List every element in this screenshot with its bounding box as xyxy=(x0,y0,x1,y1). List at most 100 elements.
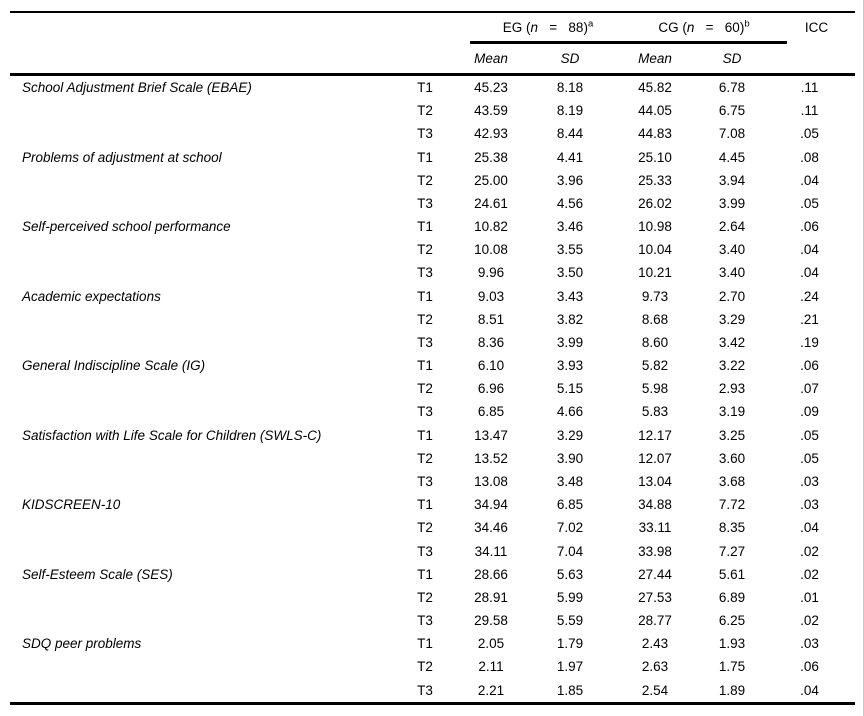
eg-sd-value: 8.18 xyxy=(556,80,584,96)
eg-label-prefix: EG ( xyxy=(502,19,531,35)
icc-value: .03 xyxy=(800,497,819,513)
table-header-stats: Mean SD Mean SD xyxy=(10,44,855,73)
table-row: General Indiscipline Scale (IG) T1 6.10 3.9… xyxy=(10,354,855,377)
cg-sd-value: 3.94 xyxy=(718,172,746,188)
table-row: T2 43.59 8.19 44.05 6.75 .11 xyxy=(10,99,855,122)
cg-count: 60) xyxy=(724,19,745,35)
eg-mean-value: 43.59 xyxy=(474,103,508,119)
icc-value: .06 xyxy=(800,659,819,675)
eg-group-header: EG (n = 88)a xyxy=(452,19,610,35)
cg-mean-value: 45.82 xyxy=(638,80,672,96)
eg-mean-value: 25.38 xyxy=(474,149,508,165)
eg-sd-value: 5.15 xyxy=(556,381,584,397)
eg-mean-value: 29.58 xyxy=(474,613,508,629)
table-row: Self-perceived school performance T1 10.82… xyxy=(10,215,855,238)
eg-sd-value: 3.55 xyxy=(556,242,584,258)
cg-mean-value: 34.88 xyxy=(638,497,672,513)
icc-value: .19 xyxy=(800,334,819,350)
eg-sd-value: 1.97 xyxy=(556,659,584,675)
eg-mean-value: 42.93 xyxy=(474,126,508,142)
table-row: KIDSCREEN-10 T1 34.94 6.85 34.88 7.72 .03 xyxy=(10,493,855,516)
cg-mean-value: 28.77 xyxy=(638,613,672,629)
eg-mean-value: 10.82 xyxy=(474,219,508,235)
cg-sd-value: 3.99 xyxy=(718,195,746,211)
cg-sd-value: 3.60 xyxy=(718,450,746,466)
table-row: T3 13.08 3.48 13.04 3.68 .03 xyxy=(10,470,855,493)
table-row: SDQ peer problems T1 2.05 1.79 2.43 1.93 .03 xyxy=(10,632,855,655)
time-label: T3 xyxy=(417,613,433,629)
eg-mean-value: 13.52 xyxy=(474,450,508,466)
icc-value: .06 xyxy=(800,358,819,374)
table-row: T3 34.11 7.04 33.98 7.27 .02 xyxy=(10,539,855,562)
time-label: T3 xyxy=(417,334,433,350)
table-row: Satisfaction with Life Scale for Childre… xyxy=(10,424,855,447)
scale-label: Academic expectations xyxy=(22,288,161,304)
cg-mean-value: 12.07 xyxy=(638,450,672,466)
eg-sd-value: 8.19 xyxy=(556,103,584,119)
eg-mean-value: 45.23 xyxy=(474,80,508,96)
eg-mean-value: 2.11 xyxy=(478,659,504,675)
table-row: Academic expectations T1 9.03 3.43 9.73 2.70.… xyxy=(10,285,855,308)
eg-mean-value: 13.08 xyxy=(474,474,508,489)
table-row: T2 10.08 3.55 10.04 3.40 .04 xyxy=(10,238,855,261)
table-row: T2 2.11 1.97 2.63 1.75 .06 xyxy=(10,655,855,678)
icc-value: .06 xyxy=(800,219,819,235)
cg-mean-value: 10.98 xyxy=(638,219,672,235)
time-label: T3 xyxy=(417,543,433,559)
cg-sd-value: 3.25 xyxy=(718,427,746,443)
time-label: T3 xyxy=(417,474,433,489)
cg-sd-value: 3.29 xyxy=(718,311,746,327)
cg-sd-value: 3.68 xyxy=(718,474,746,489)
table-row: T3 42.93 8.44 44.83 7.08 .05 xyxy=(10,122,855,145)
eg-sd-value: 1.79 xyxy=(556,636,584,652)
cg-sd-value: 8.35 xyxy=(718,520,746,536)
time-label: T3 xyxy=(417,404,433,420)
icc-value: .05 xyxy=(800,450,819,466)
table-row: T2 6.96 5.15 5.98 2.93 .07 xyxy=(10,377,855,400)
cg-mean-value: 5.98 xyxy=(641,381,669,397)
icc-value: .02 xyxy=(800,613,819,629)
eg-mean-value: 34.94 xyxy=(474,497,508,513)
eg-count: 88) xyxy=(568,19,588,35)
eg-sd-value: 8.44 xyxy=(556,126,584,142)
eg-mean-value: 28.91 xyxy=(474,589,508,605)
eg-mean-value: 6.96 xyxy=(477,381,505,397)
eg-sd-value: 5.63 xyxy=(556,566,584,582)
icc-value: .07 xyxy=(800,381,819,397)
eg-mean-value: 2.05 xyxy=(477,636,505,652)
eg-sd-value: 3.90 xyxy=(556,450,584,466)
table-row: T3 9.96 3.50 10.21 3.40 .04 xyxy=(10,261,855,284)
table-row: T3 8.36 3.99 8.60 3.42 .19 xyxy=(10,331,855,354)
icc-value: .04 xyxy=(800,520,819,536)
cg-mean-value: 44.83 xyxy=(638,126,672,142)
eg-sd-value: 4.41 xyxy=(556,149,584,165)
icc-value: .01 xyxy=(800,589,819,605)
eg-sd-value: 3.43 xyxy=(556,288,584,304)
eg-sd-value: 3.99 xyxy=(556,334,584,350)
cg-sd-value: 2.93 xyxy=(718,381,746,397)
group-spanner-rule xyxy=(470,41,787,44)
cg-sd-value: 3.19 xyxy=(718,404,746,420)
cg-mean-value: 10.21 xyxy=(638,265,672,281)
cg-sd-value: 7.08 xyxy=(718,126,746,142)
table-row: T2 8.51 3.82 8.68 3.29 .21 xyxy=(10,308,855,331)
eg-sd-value: 5.59 xyxy=(556,613,584,629)
time-label: T1 xyxy=(417,358,433,374)
eg-sd-value: 4.56 xyxy=(556,195,584,211)
icc-value: .04 xyxy=(800,172,819,188)
eg-sd-value: 6.85 xyxy=(556,497,584,513)
table-row: Self-Esteem Scale (SES) T1 28.66 5.63 27.44 5… xyxy=(10,563,855,586)
eg-sd-value: 3.48 xyxy=(556,474,584,489)
table-body: School Adjustment Brief Scale (EBAE) T1 45… xyxy=(10,76,855,702)
eg-sd-header: SD xyxy=(560,51,580,66)
icc-value: .05 xyxy=(800,126,819,142)
cg-mean-value: 25.33 xyxy=(638,172,672,188)
icc-header: ICC xyxy=(804,19,829,35)
eg-sd-value: 7.02 xyxy=(556,520,584,536)
cg-sd-value: 7.27 xyxy=(718,543,746,559)
eg-mean-value: 24.61 xyxy=(474,195,508,211)
cg-mean-value: 5.82 xyxy=(641,358,669,374)
table-bottom-rule xyxy=(10,701,855,705)
cg-mean-value: 13.04 xyxy=(638,474,672,489)
table-header-groups: EG (n = 88)a CG (n = 60)b ICC xyxy=(10,13,855,41)
